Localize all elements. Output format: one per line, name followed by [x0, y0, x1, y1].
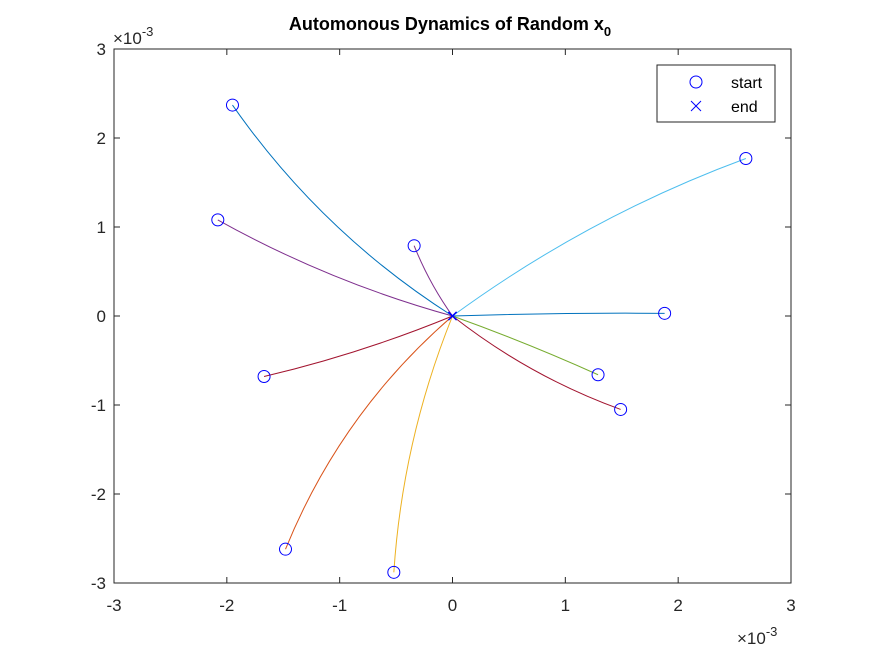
start-marker-9 — [407, 239, 421, 253]
trajectory-line-5 — [452, 315, 599, 376]
start-marker-7 — [257, 370, 271, 384]
end-marker-10 — [448, 311, 457, 321]
start-marker-5 — [591, 368, 605, 382]
trajectory-line-6 — [452, 158, 747, 317]
x-tick-label: -3 — [106, 596, 121, 615]
legend[interactable]: start end — [656, 64, 776, 123]
start-marker-6 — [739, 151, 753, 165]
y-tick-label: 0 — [97, 307, 106, 326]
trajectory-line-7 — [263, 315, 453, 378]
legend-start-marker — [689, 75, 703, 89]
trajectory-line-8 — [452, 312, 665, 317]
legend-start-label: start — [731, 75, 763, 92]
x-tick-label: 3 — [786, 596, 795, 615]
start-markers — [211, 98, 753, 579]
x-tick-label: 2 — [673, 596, 682, 615]
start-marker-8 — [658, 306, 672, 320]
start-marker-1 — [225, 98, 239, 112]
legend-end-marker — [690, 100, 702, 112]
x-tick-label: 1 — [561, 596, 570, 615]
chart-title-subscript: 0 — [604, 24, 611, 39]
y-tick-label: -3 — [91, 574, 106, 593]
x-tick-label: -2 — [219, 596, 234, 615]
trajectory-line-1 — [232, 104, 453, 317]
chart-title: Automonous Dynamics of Random x0 — [289, 14, 611, 39]
plot-area-border — [113, 48, 792, 584]
legend-end-label: end — [731, 99, 758, 116]
legend-box — [656, 64, 776, 123]
y-tick-label: -2 — [91, 485, 106, 504]
x-tick-label: -1 — [332, 596, 347, 615]
end-markers — [448, 311, 457, 321]
x-tick-label: 0 — [448, 596, 457, 615]
trajectory-line-9 — [413, 245, 453, 317]
start-marker-3 — [387, 565, 401, 579]
trajectory-line-3 — [393, 315, 453, 573]
y-axis-multiplier: ×10-3 — [113, 24, 153, 48]
start-marker-10 — [614, 402, 628, 416]
start-marker-2 — [279, 542, 293, 556]
trajectory-lines — [217, 104, 747, 573]
trajectory-line-10 — [452, 315, 621, 410]
y-tick-label: -1 — [91, 396, 106, 415]
trajectory-line-2 — [285, 315, 453, 550]
x-axis-multiplier: ×10-3 — [737, 624, 777, 648]
y-tick-label: 3 — [97, 40, 106, 59]
y-tick-label: 2 — [97, 129, 106, 148]
trajectory-line-4 — [217, 219, 453, 317]
start-marker-4 — [211, 213, 225, 227]
y-tick-label: 1 — [97, 218, 106, 237]
